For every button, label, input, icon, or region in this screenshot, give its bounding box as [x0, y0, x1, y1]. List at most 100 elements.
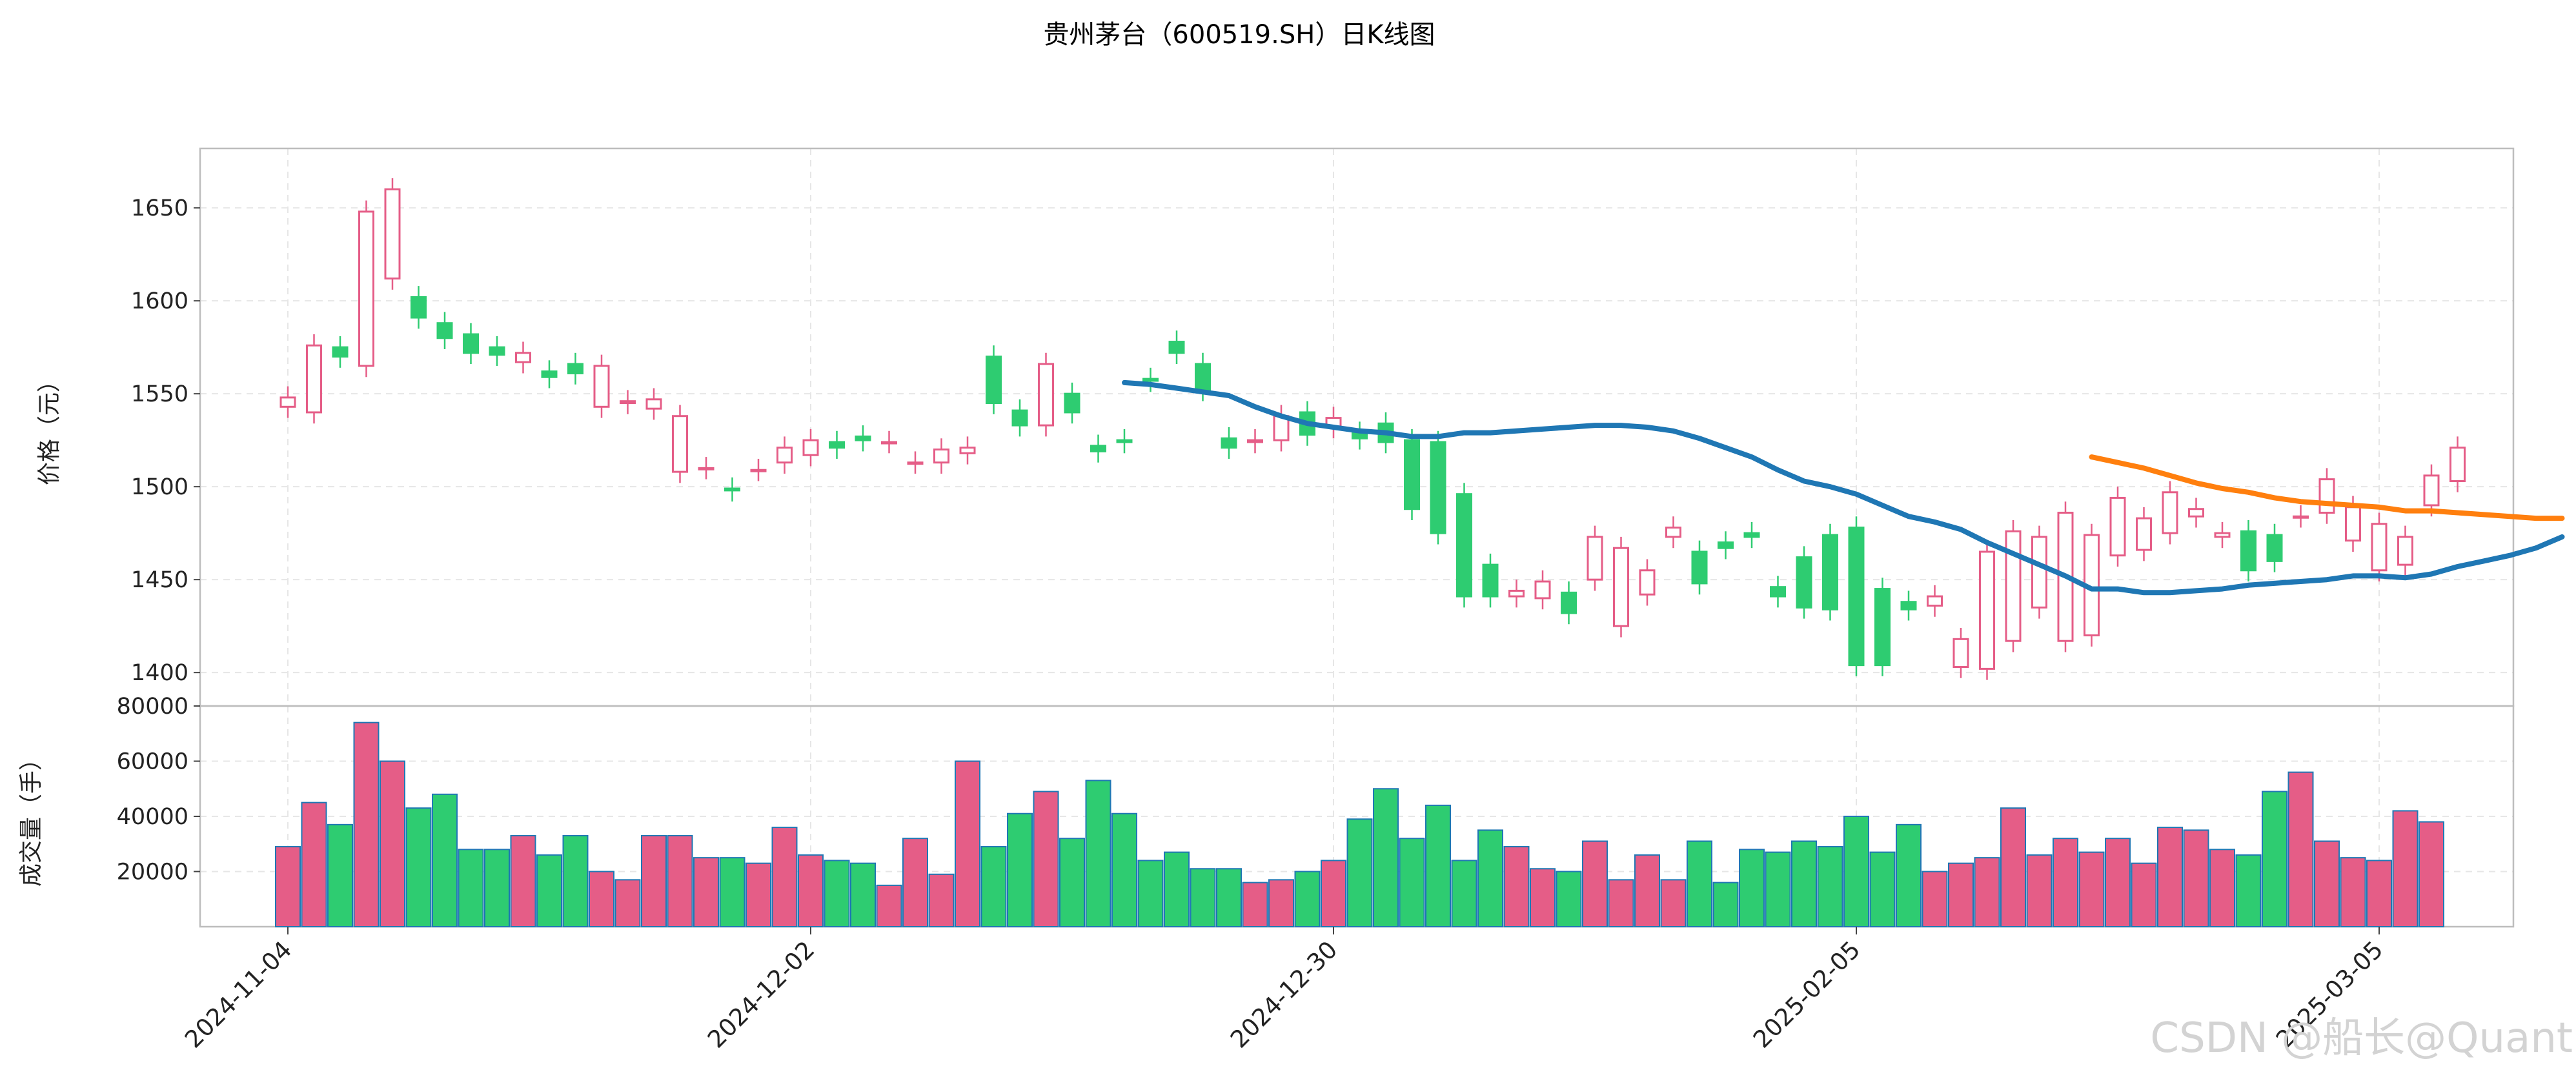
- volume-bar: [327, 823, 353, 927]
- price-tick-label: 1600: [131, 288, 188, 314]
- volume-bar: [1608, 879, 1634, 927]
- candle-body: [567, 363, 583, 374]
- price-gridlines: [200, 148, 2513, 706]
- candle-body: [2214, 532, 2231, 538]
- candle-body: [593, 365, 610, 408]
- volume-bar: [1817, 846, 1843, 928]
- price-axis-label: 价格（元）: [36, 369, 63, 485]
- candle-body: [436, 322, 453, 339]
- volume-bar: [2314, 840, 2340, 927]
- candle-body: [2318, 478, 2335, 514]
- volume-bar: [2340, 857, 2366, 927]
- volume-bar: [2419, 821, 2444, 928]
- volume-bar: [2235, 854, 2262, 927]
- candle-body: [332, 346, 349, 358]
- candle-body: [1796, 556, 1812, 609]
- price-tick-label: 1400: [131, 660, 188, 686]
- candle-body: [1900, 601, 1917, 610]
- volume-bar: [1399, 838, 1425, 927]
- candle-body: [1195, 363, 1211, 391]
- candle-body: [1116, 439, 1133, 443]
- price-tick-label: 1550: [131, 381, 188, 407]
- candle-body: [2345, 506, 2361, 542]
- volume-bar: [1922, 871, 1948, 927]
- volume-bar: [458, 849, 484, 928]
- candle-body: [279, 396, 296, 408]
- candle-body: [1822, 534, 1838, 610]
- volume-bar: [432, 793, 458, 928]
- volume-axis-label: 成交量（手）: [18, 747, 45, 887]
- price-tick-label: 1650: [131, 196, 188, 221]
- candle-body: [1927, 595, 1943, 607]
- volume-bar: [1687, 840, 1712, 927]
- candle-body: [1613, 547, 1629, 627]
- candle-body: [724, 487, 740, 492]
- candle-body: [986, 356, 1002, 405]
- volume-bar: [1373, 788, 1399, 927]
- volume-bar: [2287, 771, 2314, 927]
- volume-bar: [380, 760, 405, 927]
- volume-bar: [1477, 829, 1503, 927]
- volume-bar: [1530, 868, 1556, 927]
- candle-body: [2005, 530, 2022, 642]
- candle-body: [1979, 550, 1995, 670]
- volume-bar: [536, 854, 562, 927]
- candle-body: [2031, 536, 2047, 609]
- candle-body: [358, 210, 374, 367]
- moving-average-orange-line: [2089, 454, 2565, 521]
- volume-bar: [1582, 840, 1608, 927]
- date-xticks: 2024-11-04 2024-12-02 2024-12-30 2025-02-05…: [179, 927, 2388, 1053]
- volume-bar: [1059, 838, 1085, 927]
- volume-bar: [693, 857, 719, 927]
- chart-title: 贵州茅台（600519.SH）日K线图: [1043, 20, 1435, 50]
- volume-bar: [1111, 812, 1137, 927]
- volume-bar: [850, 862, 876, 928]
- candle-body: [541, 370, 558, 378]
- volume-bar: [876, 884, 902, 927]
- candle-body: [1064, 392, 1080, 414]
- candle-body: [933, 449, 949, 464]
- volume-bar: [589, 871, 614, 927]
- volume-bar: [1137, 860, 1164, 928]
- volume-bar: [745, 862, 771, 928]
- candle-body: [2109, 496, 2126, 557]
- candle-body: [907, 461, 924, 465]
- volume-bar: [719, 857, 745, 927]
- volume-bar: [1974, 857, 2000, 927]
- candle-body: [2449, 447, 2466, 483]
- candle-body: [1587, 536, 1603, 581]
- candle-body: [1874, 588, 1891, 667]
- volume-bar: [928, 873, 955, 928]
- candle-body: [1142, 378, 1159, 382]
- candle-body: [1168, 341, 1185, 354]
- date-tick-label: 2025-02-05: [1748, 936, 1865, 1053]
- candle-body: [620, 400, 636, 405]
- volume-bar: [824, 860, 850, 928]
- candle-body: [1011, 409, 1028, 427]
- volume-bar: [641, 834, 667, 928]
- candle-body: [1561, 591, 1577, 614]
- candle-body: [2162, 491, 2178, 534]
- candle-body: [802, 439, 819, 456]
- candle-body: [2397, 536, 2413, 566]
- moving-average-blue-line: [1122, 379, 2565, 596]
- volume-bar: [1503, 846, 1530, 928]
- volume-bar: [1007, 812, 1033, 927]
- date-tick-label: 2024-12-02: [702, 936, 820, 1053]
- volume-bar: [902, 838, 928, 927]
- candle-body: [463, 333, 479, 354]
- price-tick-label: 1500: [131, 474, 188, 500]
- candle-body: [881, 441, 897, 445]
- candle-body: [959, 447, 976, 454]
- candle-body: [1743, 532, 1760, 538]
- candle-body: [1718, 541, 1734, 549]
- candle-body: [1665, 527, 1681, 538]
- candle-body: [645, 398, 662, 410]
- volume-bar: [667, 834, 693, 928]
- candle-body: [306, 344, 322, 414]
- candle-body: [1770, 586, 1786, 598]
- volume-bar: [2157, 827, 2183, 927]
- price-tick-label: 1450: [131, 567, 188, 593]
- volume-bar: [1791, 840, 1817, 927]
- volume-bar: [2262, 791, 2287, 928]
